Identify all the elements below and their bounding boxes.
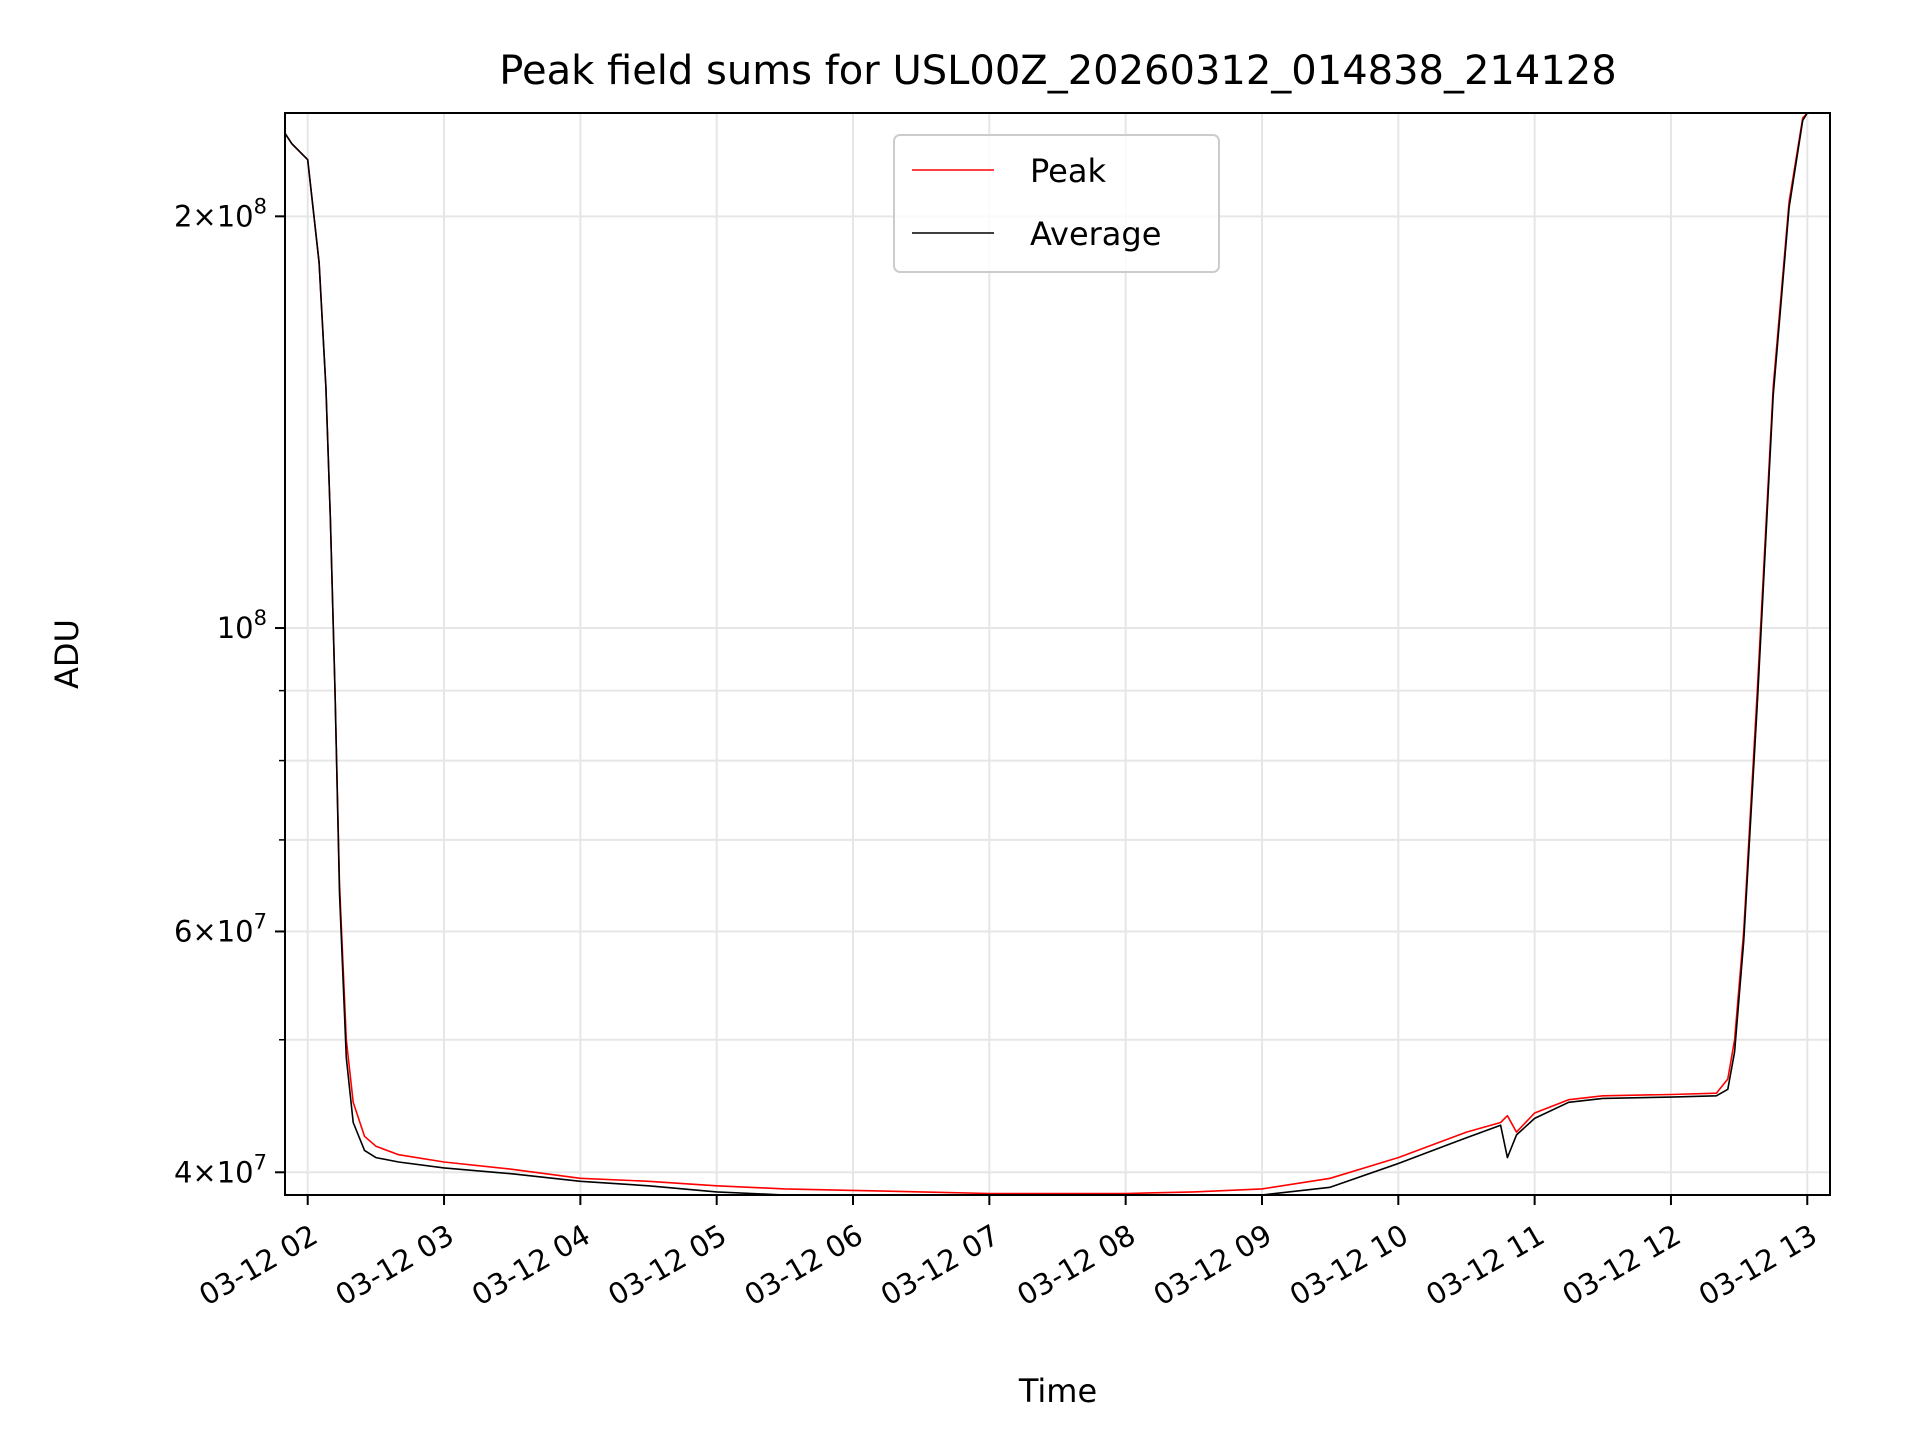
legend-average-label: Average (1030, 215, 1161, 253)
series-layer (285, 113, 1808, 1195)
y-axis-label: ADU (48, 619, 86, 689)
y-tick-label: 4×107 (174, 1150, 267, 1189)
legend-peak-label: Peak (1030, 152, 1106, 190)
chart-title: Peak field sums for USL00Z_20260312_0148… (499, 48, 1616, 94)
y-tick-label: 6×107 (174, 909, 267, 948)
y-tick-label: 108 (217, 606, 267, 645)
legend: Peak Average (893, 134, 1220, 273)
plot-frame (284, 112, 1831, 1196)
y-tick-label: 2×108 (174, 194, 267, 233)
series-line-average (285, 113, 1808, 1195)
x-axis-label: Time (1018, 1372, 1097, 1410)
grid-layer (285, 113, 1830, 1195)
y-axis-ticks: 4×107 6×107 108 2×108 (174, 194, 285, 1189)
